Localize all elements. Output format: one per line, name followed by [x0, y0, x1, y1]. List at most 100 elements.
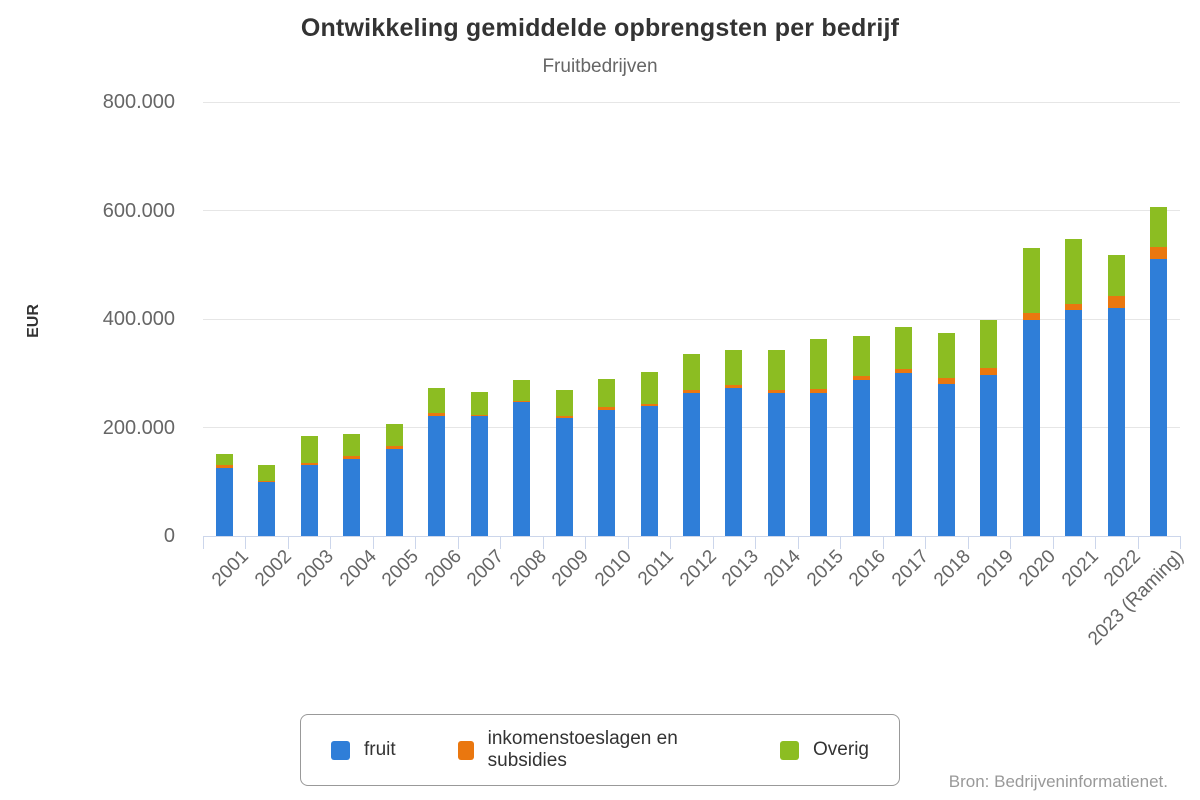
- bar-segment-Overig-2001[interactable]: [215, 454, 233, 465]
- bar-segment-inkomenstoeslagen-2019[interactable]: [980, 368, 998, 375]
- x-axis-label-2021: 2021: [1057, 546, 1103, 591]
- bar-segment-Overig-2005[interactable]: [385, 423, 403, 447]
- bar-segment-Overig-2006[interactable]: [428, 388, 446, 413]
- bar-segment-Overig-2002[interactable]: [258, 465, 276, 481]
- bar-segment-inkomenstoeslagen-2009[interactable]: [555, 415, 573, 419]
- x-axis-tick: [1010, 537, 1011, 549]
- bar-segment-inkomenstoeslagen-2012[interactable]: [683, 389, 700, 394]
- bar-segment-Overig-2010[interactable]: [598, 378, 616, 407]
- bar-segment-Overig-2007[interactable]: [470, 392, 488, 416]
- bar-segment-fruit-2016[interactable]: [852, 380, 870, 536]
- bar-segment-inkomenstoeslagen-2010[interactable]: [598, 406, 616, 411]
- bar-segment-fruit-2015[interactable]: [810, 393, 828, 536]
- bar-segment-inkomenstoeslagen-2017[interactable]: [895, 368, 913, 373]
- bar-segment-Overig-2018[interactable]: [937, 332, 955, 379]
- bar-segment-inkomenstoeslagen-2005[interactable]: [385, 446, 403, 450]
- bar-segment-inkomenstoeslagen-2011[interactable]: [640, 404, 658, 407]
- x-axis-tick: [203, 537, 204, 549]
- bar-segment-inkomenstoeslagen-2002[interactable]: [258, 480, 276, 482]
- bar-segment-Overig-2014[interactable]: [767, 350, 785, 390]
- bar-segment-fruit-2011[interactable]: [640, 406, 658, 536]
- bar-segment-fruit-2008[interactable]: [513, 402, 531, 536]
- y-axis-tick-label: 200.000: [102, 416, 175, 439]
- bar-segment-inkomenstoeslagen-2004[interactable]: [343, 456, 361, 459]
- bar-segment-Overig-2013[interactable]: [725, 350, 743, 386]
- bar-segment-fruit-2007[interactable]: [470, 416, 488, 536]
- legend-item-subsidies[interactable]: inkomenstoeslagen en subsidies: [457, 728, 718, 772]
- x-axis-tick: [500, 537, 501, 549]
- x-axis-label-2013: 2013: [718, 546, 763, 591]
- bar-segment-inkomenstoeslagen-2016[interactable]: [852, 375, 870, 381]
- x-axis-label-2012: 2012: [675, 546, 721, 591]
- bar-segment-inkomenstoeslagen-2003[interactable]: [300, 462, 318, 466]
- bar-segment-Overig-2004[interactable]: [343, 434, 361, 457]
- bar-segment-fruit-2002[interactable]: [258, 481, 276, 536]
- y-gridline-400.000: [203, 318, 1180, 320]
- bar-segment-fruit-2021[interactable]: [1065, 310, 1083, 536]
- bar-segment-Overig-2008[interactable]: [513, 379, 531, 401]
- bar-segment-fruit-2004[interactable]: [343, 458, 361, 536]
- x-axis-tick: [628, 537, 629, 549]
- bar-segment-fruit-2009[interactable]: [555, 418, 573, 536]
- bar-segment-fruit-2019[interactable]: [980, 374, 998, 536]
- bar-segment-Overig-2021[interactable]: [1065, 238, 1083, 304]
- y-axis-tick-label: 0: [163, 525, 175, 547]
- x-axis-tick: [883, 537, 884, 549]
- legend-item-fruit[interactable]: fruit: [331, 739, 396, 761]
- bar-segment-inkomenstoeslagen-2022[interactable]: [1107, 296, 1125, 308]
- bar-segment-Overig-2023 (Raming)[interactable]: [1150, 207, 1168, 248]
- bar-segment-inkomenstoeslagen-2020[interactable]: [1022, 313, 1040, 320]
- bar-segment-Overig-2019[interactable]: [980, 320, 998, 369]
- bar-segment-Overig-2003[interactable]: [300, 436, 318, 463]
- bar-segment-fruit-2013[interactable]: [725, 388, 743, 536]
- bar-segment-Overig-2022[interactable]: [1107, 254, 1125, 297]
- x-axis-tick: [1053, 537, 1054, 549]
- bar-segment-fruit-2020[interactable]: [1022, 319, 1040, 536]
- bar-segment-fruit-2023 (Raming)[interactable]: [1150, 259, 1168, 536]
- x-axis-label-2020: 2020: [1015, 546, 1061, 591]
- bar-segment-fruit-2005[interactable]: [385, 449, 403, 536]
- x-axis-label-2007: 2007: [463, 546, 508, 591]
- bar-segment-inkomenstoeslagen-2013[interactable]: [725, 385, 743, 389]
- x-axis-label-2016: 2016: [845, 546, 891, 591]
- bar-segment-fruit-2012[interactable]: [683, 393, 700, 536]
- y-gridline-800.000: [203, 101, 1180, 103]
- legend-item-overig[interactable]: Overig: [780, 739, 869, 761]
- y-axis-tick-label: 800.000: [102, 91, 175, 113]
- source-credit: Bron: Bedrijveninformatienet.: [948, 772, 1168, 791]
- bar-segment-Overig-2012[interactable]: [683, 354, 700, 390]
- bar-segment-inkomenstoeslagen-2006[interactable]: [428, 412, 446, 417]
- bar-segment-inkomenstoeslagen-2018[interactable]: [937, 378, 955, 385]
- x-axis-label-2018: 2018: [930, 546, 976, 591]
- bar-segment-fruit-2006[interactable]: [428, 416, 446, 536]
- bar-segment-inkomenstoeslagen-2021[interactable]: [1065, 303, 1083, 311]
- bar-segment-inkomenstoeslagen-2014[interactable]: [767, 389, 785, 394]
- bar-segment-Overig-2011[interactable]: [640, 371, 658, 405]
- x-axis-tick: [373, 537, 374, 549]
- bar-segment-inkomenstoeslagen-2015[interactable]: [810, 388, 828, 394]
- x-axis-tick: [755, 537, 756, 549]
- x-axis-label-2002: 2002: [250, 546, 296, 591]
- bar-segment-fruit-2001[interactable]: [215, 467, 233, 536]
- bar-segment-fruit-2022[interactable]: [1107, 307, 1125, 536]
- bar-segment-Overig-2015[interactable]: [810, 338, 828, 389]
- bar-segment-fruit-2014[interactable]: [767, 393, 785, 536]
- x-axis-label-2008: 2008: [505, 546, 551, 591]
- bar-segment-fruit-2017[interactable]: [895, 372, 913, 536]
- bar-segment-fruit-2003[interactable]: [300, 465, 318, 536]
- bar-segment-Overig-2017[interactable]: [895, 326, 913, 369]
- bar-segment-inkomenstoeslagen-2008[interactable]: [513, 400, 531, 402]
- bar-segment-fruit-2018[interactable]: [937, 384, 955, 536]
- overig-swatch-icon: [780, 740, 800, 760]
- bar-segment-inkomenstoeslagen-2007[interactable]: [470, 415, 488, 417]
- x-axis-tick: [670, 537, 671, 549]
- bar-segment-inkomenstoeslagen-2001[interactable]: [215, 464, 233, 468]
- bar-segment-fruit-2010[interactable]: [598, 410, 616, 536]
- x-axis-tick: [585, 537, 586, 549]
- bar-segment-Overig-2009[interactable]: [555, 390, 573, 416]
- bar-segment-Overig-2016[interactable]: [852, 336, 870, 376]
- bar-segment-inkomenstoeslagen-2023 (Raming)[interactable]: [1150, 247, 1168, 260]
- bar-segment-Overig-2020[interactable]: [1022, 247, 1040, 314]
